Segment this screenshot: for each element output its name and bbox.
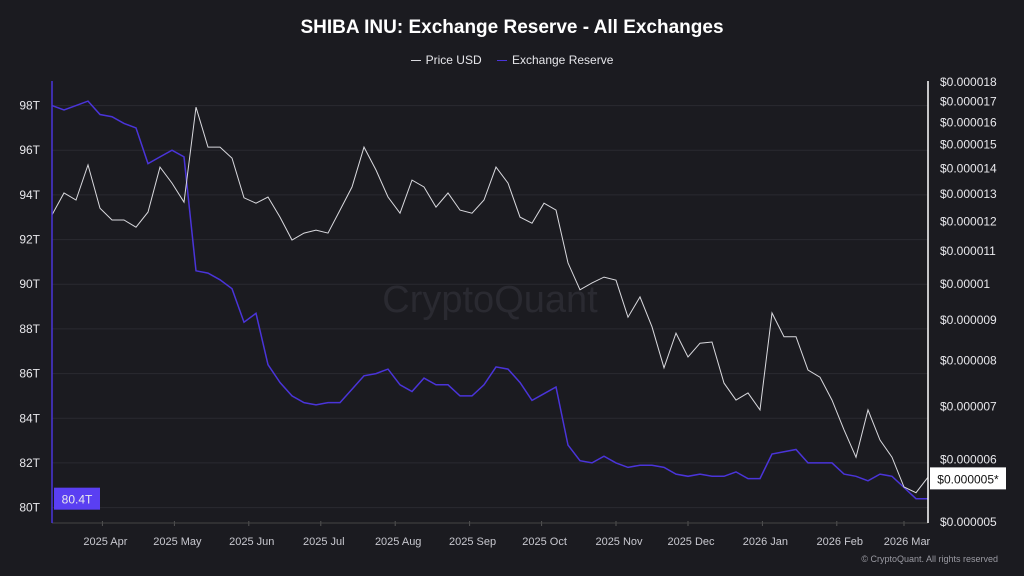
- left-tick-label: 86T: [19, 367, 40, 381]
- price-current-label-bg: [930, 467, 1006, 490]
- left-tick-label: 94T: [19, 188, 40, 202]
- x-tick-label: 2025 Aug: [375, 536, 422, 548]
- left-tick-label: 90T: [19, 277, 40, 291]
- right-tick-label: $0.000009: [940, 313, 997, 327]
- left-tick-label: 98T: [19, 99, 40, 113]
- legend: Price USD Exchange Reserve: [0, 50, 1024, 67]
- left-tick-label: 92T: [19, 233, 40, 247]
- x-tick-label: 2026 Jan: [743, 536, 788, 548]
- right-tick-label: $0.00001: [940, 277, 990, 291]
- series-line-exchange-reserve: [51, 100, 928, 500]
- right-tick-label: $0.000017: [940, 95, 997, 109]
- watermark: CryptoQuant: [382, 279, 598, 321]
- legend-label-reserve: Exchange Reserve: [511, 53, 614, 68]
- x-tick-label: 2026 Mar: [884, 536, 931, 548]
- price-current-label: $0.000005*: [937, 472, 999, 486]
- left-tick-label: 80T: [19, 501, 40, 515]
- x-tick-label: 2025 Jul: [303, 536, 345, 548]
- legend-item-price[interactable]: Price USD: [410, 53, 482, 68]
- x-tick-label: 2025 Nov: [595, 536, 643, 548]
- right-tick-label: $0.000015: [940, 138, 997, 152]
- left-tick-label: 82T: [19, 456, 40, 470]
- reserve-swatch: [496, 59, 507, 61]
- right-tick-label: $0.000006: [940, 452, 997, 466]
- copyright-footer: © CryptoQuant. All rights reserved: [861, 554, 998, 564]
- reserve-current-label: 80.4T: [62, 493, 93, 507]
- right-tick-label: $0.000005: [940, 515, 997, 529]
- x-tick-label: 2025 May: [153, 536, 202, 548]
- x-tick-label: 2025 Jun: [229, 536, 274, 548]
- x-tick-label: 2025 Sep: [449, 536, 496, 548]
- right-tick-label: $0.000018: [940, 75, 997, 89]
- left-tick-label: 84T: [19, 411, 40, 425]
- x-tick-label: 2026 Feb: [817, 536, 863, 548]
- reserve-current-label-bg: [54, 487, 100, 510]
- price-swatch: [410, 59, 421, 61]
- right-tick-label: $0.000007: [940, 399, 997, 413]
- chart-title: SHIBA INU: Exchange Reserve - All Exchan…: [300, 17, 724, 38]
- right-tick-label: $0.000011: [940, 244, 996, 258]
- legend-item-reserve[interactable]: Exchange Reserve: [496, 53, 614, 68]
- right-tick-label: $0.000012: [940, 214, 997, 228]
- x-tick-label: 2025 Oct: [522, 536, 567, 548]
- x-tick-label: 2025 Dec: [667, 536, 715, 548]
- right-tick-label: $0.000014: [940, 161, 997, 175]
- right-tick-label: $0.000016: [940, 115, 997, 129]
- right-tick-label: $0.000008: [940, 354, 997, 368]
- left-tick-label: 96T: [19, 143, 40, 157]
- right-tick-label: $0.000013: [940, 187, 997, 201]
- left-tick-label: 88T: [19, 322, 40, 336]
- x-tick-label: 2025 Apr: [83, 536, 127, 548]
- series-line-price-usd: [51, 107, 929, 494]
- legend-label-price: Price USD: [425, 53, 482, 68]
